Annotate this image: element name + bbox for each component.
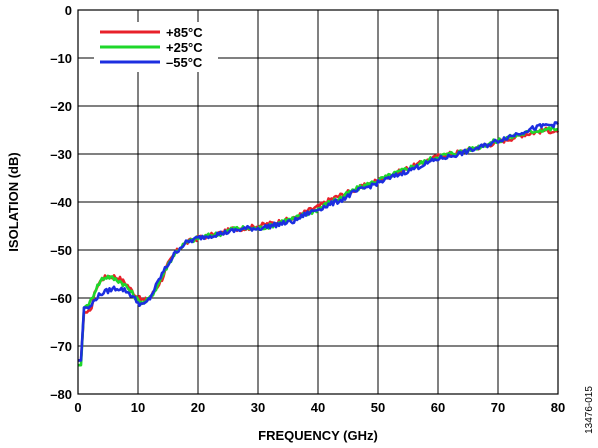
x-tick-label: 60 <box>431 400 445 415</box>
legend-label: +85°C <box>166 25 203 40</box>
legend-label: –55°C <box>166 55 203 70</box>
y-tick-label: –20 <box>50 99 72 114</box>
y-tick-label: –30 <box>50 147 72 162</box>
x-tick-label: 10 <box>131 400 145 415</box>
plot-frame <box>77 9 559 395</box>
x-tick-label: 50 <box>371 400 385 415</box>
series-line-2 <box>78 121 559 362</box>
x-tick-labels: 0 10 20 30 40 50 60 70 80 <box>74 400 565 415</box>
series-lines <box>78 121 560 367</box>
y-tick-labels: 0 –10 –20 –30 –40 –50 –60 –70 –80 <box>50 3 72 402</box>
y-tick-label: –60 <box>50 291 72 306</box>
y-tick-label: –40 <box>50 195 72 210</box>
x-tick-label: 70 <box>491 400 505 415</box>
y-tick-label: –10 <box>50 51 72 66</box>
x-tick-label: 80 <box>551 400 565 415</box>
x-tick-label: 30 <box>251 400 265 415</box>
legend: +85°C+25°C–55°C <box>94 22 218 72</box>
y-tick-label: –50 <box>50 243 72 258</box>
legend-label: +25°C <box>166 40 203 55</box>
figure-id: 13476-015 <box>584 386 595 434</box>
x-axis-title: FREQUENCY (GHz) <box>258 428 378 443</box>
y-tick-label: –70 <box>50 339 72 354</box>
y-tick-label: 0 <box>65 3 72 18</box>
x-tick-label: 20 <box>191 400 205 415</box>
y-axis-title: ISOLATION (dB) <box>6 152 21 251</box>
x-tick-label: 40 <box>311 400 325 415</box>
x-tick-label: 0 <box>74 400 81 415</box>
y-tick-label: –80 <box>50 387 72 402</box>
